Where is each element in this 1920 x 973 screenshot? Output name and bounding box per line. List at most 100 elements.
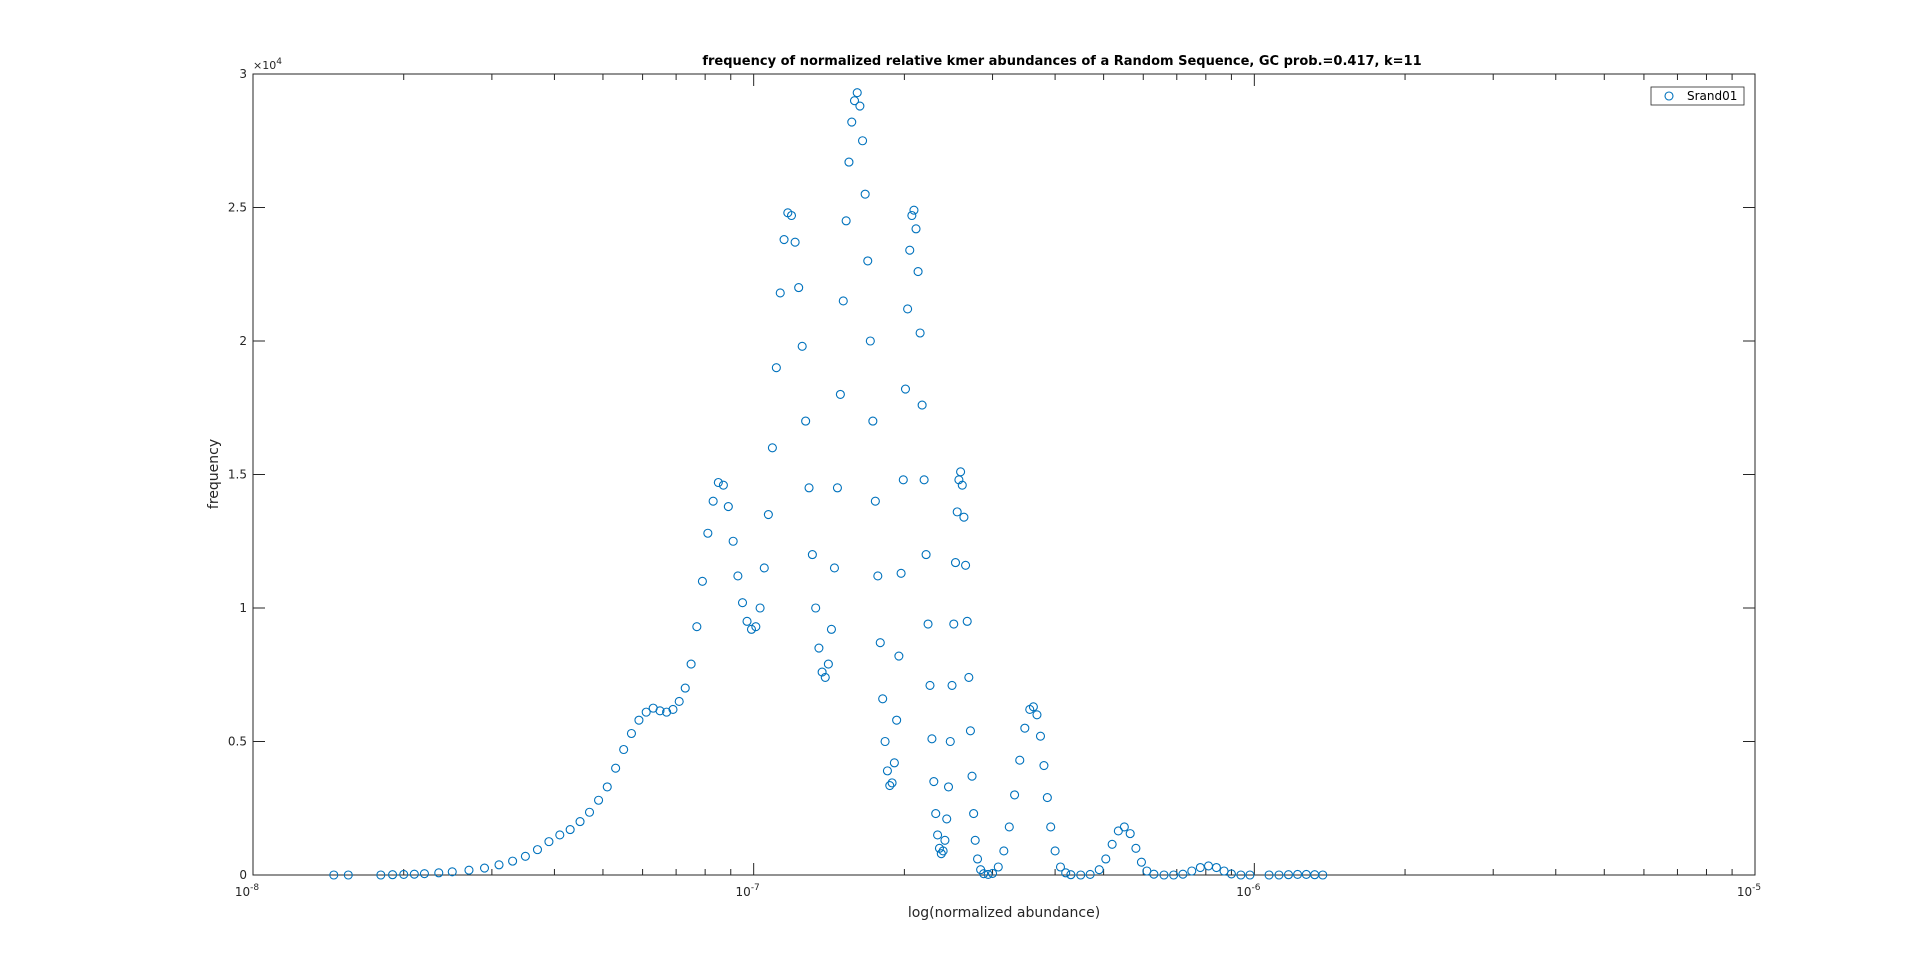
x-axis: 10-8 10-7 10-6 10-5 xyxy=(235,74,1761,899)
data-point xyxy=(919,475,929,485)
data-point xyxy=(1226,869,1236,879)
data-point xyxy=(917,400,927,410)
data-point xyxy=(965,726,975,736)
data-point xyxy=(962,616,972,626)
data-point xyxy=(940,835,950,845)
data-point xyxy=(771,363,781,373)
legend-entry: Srand01 xyxy=(1687,89,1737,103)
data-point xyxy=(936,849,946,859)
data-point xyxy=(626,728,636,739)
data-point xyxy=(832,483,842,493)
data-point xyxy=(957,480,967,490)
data-point xyxy=(1028,702,1038,712)
data-point xyxy=(602,782,612,792)
data-point xyxy=(1211,862,1221,873)
x-tick-exponent: -5 xyxy=(1752,883,1761,893)
data-point xyxy=(959,512,969,522)
chart-title: frequency of normalized relative kmer ab… xyxy=(702,54,1421,69)
data-point xyxy=(1050,846,1060,856)
data-point xyxy=(823,659,833,669)
data-point xyxy=(718,480,728,490)
data-point xyxy=(1039,760,1049,771)
data-point xyxy=(779,234,789,245)
data-point xyxy=(1119,822,1129,832)
data-point xyxy=(865,336,875,346)
data-point xyxy=(949,619,959,629)
data-point xyxy=(611,763,621,773)
data-point xyxy=(878,694,888,704)
x-tick-label: 10-5 xyxy=(1737,883,1761,899)
data-point xyxy=(807,550,817,560)
y-tick-label: 3 xyxy=(239,67,247,81)
data-point xyxy=(993,862,1003,872)
data-point xyxy=(703,528,713,538)
data-point xyxy=(849,96,860,106)
data-point xyxy=(1283,870,1294,880)
data-point xyxy=(662,707,672,717)
data-point xyxy=(1010,790,1020,800)
data-point xyxy=(885,781,895,791)
data-point xyxy=(1149,869,1159,879)
data-point xyxy=(1264,870,1274,880)
data-point xyxy=(903,304,913,314)
legend-box xyxy=(1650,86,1745,106)
x-axis-label: log(normalized abundance) xyxy=(908,905,1100,921)
data-point xyxy=(751,622,761,632)
data-point xyxy=(999,846,1009,856)
data-point xyxy=(860,189,870,199)
data-point xyxy=(857,136,868,146)
data-point xyxy=(767,443,777,453)
y-exponent: 4 xyxy=(276,57,282,67)
data-point xyxy=(931,809,941,819)
data-point xyxy=(829,563,840,573)
data-point xyxy=(1061,868,1071,878)
y-tick-label: 1.5 xyxy=(228,468,247,482)
data-point xyxy=(915,328,925,338)
data-point xyxy=(892,715,902,725)
data-point xyxy=(565,825,575,835)
y-axis: 0 0.5 1 1.5 2 2.5 3 xyxy=(228,67,1755,882)
data-point xyxy=(942,814,952,824)
data-point xyxy=(786,210,797,221)
data-point xyxy=(972,854,983,864)
data-point xyxy=(1274,870,1284,880)
data-point xyxy=(508,856,518,866)
data-point xyxy=(817,667,827,677)
data-point xyxy=(1032,710,1042,720)
data-point xyxy=(763,509,773,520)
data-point xyxy=(790,237,800,247)
data-point xyxy=(1178,869,1188,879)
data-point xyxy=(388,870,398,880)
data-point xyxy=(1076,870,1086,880)
y-tick-label: 0 xyxy=(239,868,247,882)
data-point xyxy=(797,341,807,351)
data-point xyxy=(1187,866,1197,876)
data-point xyxy=(961,560,971,570)
data-point xyxy=(927,734,937,744)
data-point xyxy=(987,868,998,878)
data-point xyxy=(1035,731,1046,741)
data-point xyxy=(399,869,409,880)
data-point xyxy=(811,603,821,613)
data-point xyxy=(532,845,543,855)
data-point xyxy=(742,616,752,626)
data-point xyxy=(1236,870,1246,880)
data-point xyxy=(863,256,873,266)
y-tick-label: 1 xyxy=(239,601,247,615)
data-point xyxy=(723,501,733,512)
data-point xyxy=(844,157,854,167)
data-point xyxy=(909,205,919,215)
data-point xyxy=(434,868,444,878)
data-point xyxy=(929,776,939,787)
data-point xyxy=(692,622,702,632)
data-point xyxy=(1136,857,1146,867)
legend-marker xyxy=(1664,91,1674,101)
scatter-points xyxy=(329,88,1328,880)
data-point xyxy=(755,603,765,613)
data-point xyxy=(594,795,604,805)
data-point xyxy=(1042,793,1052,803)
data-point xyxy=(868,416,878,426)
data-point xyxy=(1125,829,1135,839)
x-tick-exponent: -6 xyxy=(1251,883,1260,893)
